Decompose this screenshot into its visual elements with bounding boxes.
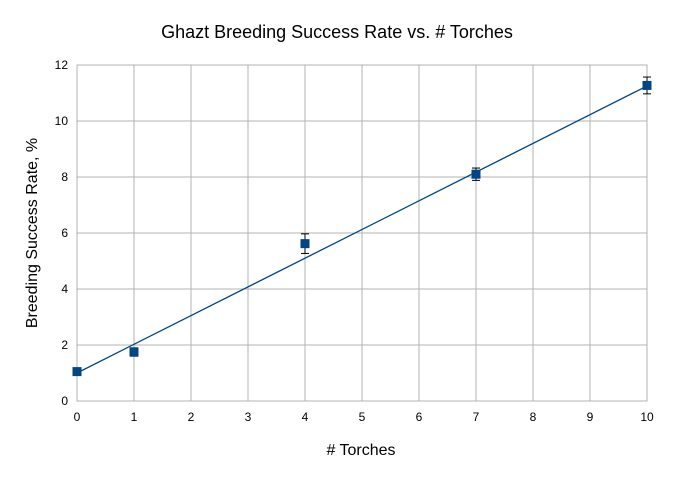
x-tick-label: 6 (416, 410, 423, 424)
y-axis-label: Breeding Success Rate, % (24, 138, 41, 328)
data-point (642, 80, 652, 90)
y-tick-label: 4 (61, 282, 68, 296)
data-points (72, 80, 652, 377)
x-tick-labels: 0 1 2 3 4 5 6 7 8 9 10 (74, 410, 654, 424)
y-tick-label: 12 (55, 58, 69, 72)
y-tick-label: 8 (61, 170, 68, 184)
x-axis-label: # Torches (326, 442, 395, 459)
y-tick-label: 2 (61, 338, 68, 352)
x-tick-label: 10 (640, 410, 654, 424)
data-point (300, 239, 310, 249)
data-point (129, 347, 139, 357)
x-tick-label: 2 (188, 410, 195, 424)
y-tick-label: 10 (55, 114, 69, 128)
gridlines (76, 64, 648, 402)
y-tick-label: 0 (61, 394, 68, 408)
x-tick-label: 7 (473, 410, 480, 424)
x-tick-label: 5 (359, 410, 366, 424)
x-tick-label: 3 (245, 410, 252, 424)
x-tick-label: 0 (74, 410, 81, 424)
x-tick-label: 9 (587, 410, 594, 424)
plot-area (76, 64, 648, 402)
y-tick-labels: 0 2 4 6 8 10 12 (55, 58, 69, 408)
x-tick-label: 8 (530, 410, 537, 424)
trendline (76, 85, 648, 374)
chart-title: Ghazt Breeding Success Rate vs. # Torche… (161, 22, 513, 42)
y-tick-label: 6 (61, 226, 68, 240)
data-point (72, 367, 82, 377)
x-tick-label: 1 (131, 410, 138, 424)
x-tick-label: 4 (302, 410, 309, 424)
trendline-layer (76, 85, 648, 374)
data-point (471, 169, 481, 179)
